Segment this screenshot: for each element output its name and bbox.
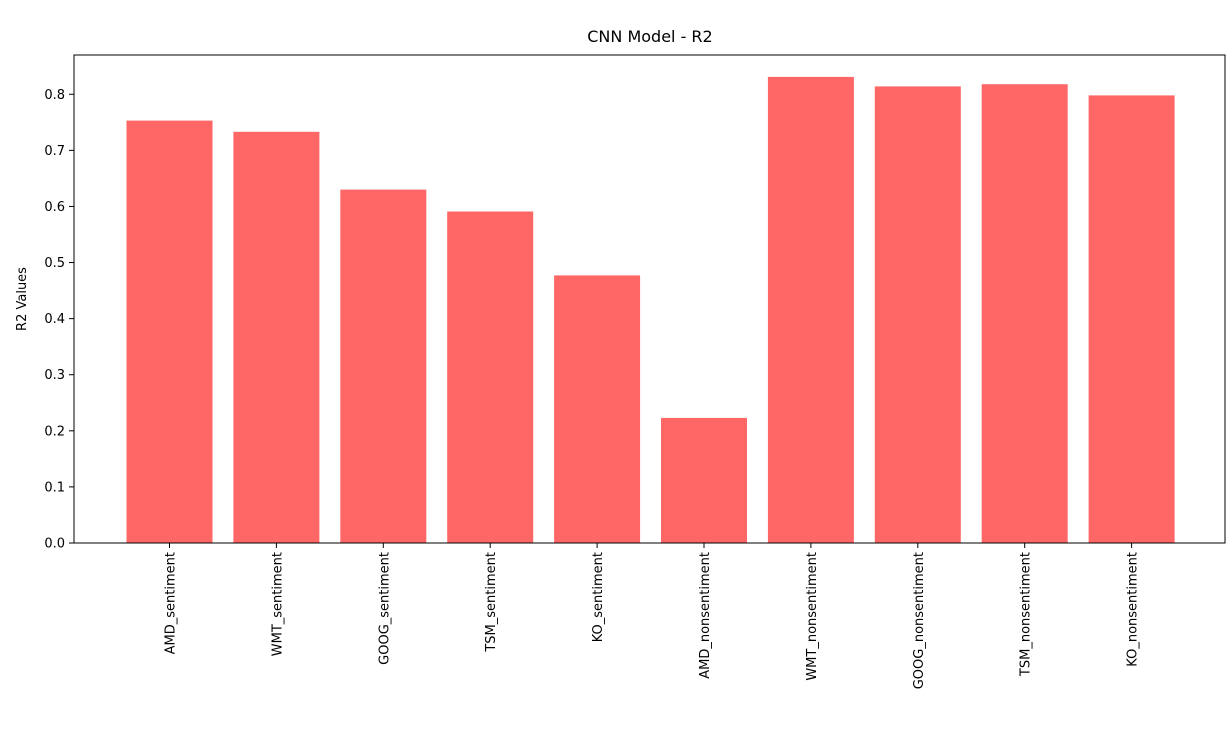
x-tick-label: KO_nonsentiment <box>1126 552 1141 667</box>
bar-WMT_nonsentiment <box>767 76 854 544</box>
x-tick-label: WMT_sentiment <box>270 552 285 656</box>
y-tick-label: 0.7 <box>44 144 65 159</box>
y-tick-label: 0.3 <box>44 368 65 383</box>
bar-AMD_nonsentiment <box>661 417 747 543</box>
x-tick-label: KO_sentiment <box>591 552 606 642</box>
x-tick-label: TSM_sentiment <box>484 552 499 653</box>
y-axis-label: R2 Values <box>15 267 30 331</box>
bar-AMD_sentiment <box>126 120 213 543</box>
bar-WMT_sentiment <box>233 131 320 544</box>
x-tick-label: AMD_nonsentiment <box>698 552 713 679</box>
bar-KO_nonsentiment <box>1088 95 1175 544</box>
x-tick-label: WMT_nonsentiment <box>805 552 820 681</box>
x-tick-label: AMD_sentiment <box>164 552 179 654</box>
bar-TSM_sentiment <box>447 211 534 543</box>
bar-GOOG_sentiment <box>340 189 427 543</box>
y-tick-label: 0.4 <box>44 312 65 327</box>
y-tick-label: 0.5 <box>44 256 65 271</box>
y-tick-label: 0.0 <box>44 537 65 552</box>
chart-title: CNN Model - R2 <box>587 27 712 46</box>
x-tick-label: TSM_nonsentiment <box>1019 552 1034 677</box>
bar-GOOG_nonsentiment <box>874 86 961 544</box>
x-tick-label: GOOG_nonsentiment <box>912 552 927 689</box>
x-tick-label: GOOG_sentiment <box>377 552 392 665</box>
plot-frame <box>73 54 1226 544</box>
y-tick-label: 0.1 <box>44 480 65 495</box>
y-tick-label: 0.8 <box>44 88 65 103</box>
bar-TSM_nonsentiment <box>981 84 1068 543</box>
y-tick-label: 0.6 <box>44 200 65 215</box>
y-tick-label: 0.2 <box>44 424 65 439</box>
bar-KO_sentiment <box>554 275 641 543</box>
